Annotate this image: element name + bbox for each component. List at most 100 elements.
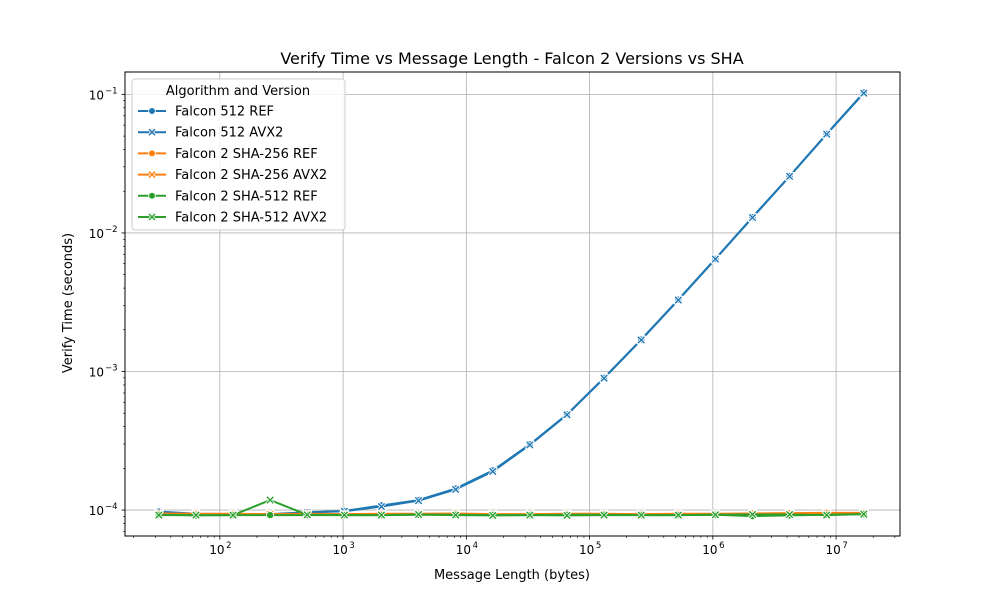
data-point	[599, 373, 609, 383]
x-axis-label: Message Length (bytes)	[434, 568, 590, 583]
data-point-mark	[377, 502, 386, 511]
data-point-mark	[711, 255, 720, 263]
legend-label: Falcon 2 SHA-512 REF	[175, 189, 318, 204]
legend-label: Falcon 2 SHA-256 REF	[175, 147, 318, 162]
legend-box	[131, 78, 346, 231]
data-point	[747, 212, 758, 223]
y-axis-label: Verify Time (seconds)	[61, 233, 76, 373]
data-point-mark	[414, 510, 423, 519]
data-point-mark	[451, 485, 460, 494]
data-point-mark	[489, 511, 497, 520]
data-point	[450, 510, 461, 520]
x-axis-ticks: 10 2 10 3 10 4 10 5 10 6 10 7	[133, 536, 896, 557]
data-point	[599, 510, 609, 520]
x-tick-label-exponent: 7	[842, 541, 847, 551]
data-point-mark	[563, 411, 571, 419]
chart-title: Verify Time vs Message Length - Falcon 2…	[280, 49, 743, 68]
legend-item: Falcon 2 SHA-512 AVX2	[138, 211, 327, 226]
data-point	[821, 129, 832, 139]
data-point	[450, 484, 461, 495]
legend-item: Falcon 512 AVX2	[138, 126, 283, 141]
data-point	[562, 410, 572, 420]
data-point	[148, 107, 156, 115]
data-point-mark	[192, 511, 200, 519]
data-point-mark	[148, 128, 156, 136]
data-point	[562, 510, 572, 521]
y-tick-label: 10	[89, 504, 104, 518]
legend-title: Algorithm and Version	[166, 84, 310, 99]
data-point	[710, 254, 721, 264]
y-tick-label: 10	[89, 227, 104, 241]
data-point	[376, 510, 387, 520]
data-point	[525, 440, 535, 450]
data-point-mark	[785, 510, 794, 519]
data-point-mark	[526, 511, 534, 519]
legend-label: Falcon 512 REF	[175, 105, 274, 120]
legend-item: Falcon 2 SHA-256 REF	[138, 147, 318, 162]
y-tick-label-exponent: −3	[105, 364, 118, 374]
legend-item: Falcon 2 SHA-512 REF	[138, 189, 318, 204]
data-point-mark	[748, 213, 757, 222]
data-point	[859, 509, 869, 519]
data-point	[636, 510, 646, 520]
y-tick-label-exponent: −1	[105, 86, 118, 96]
x-tick-label-exponent: 2	[226, 541, 231, 551]
series-6	[154, 495, 869, 521]
data-point-mark	[637, 336, 645, 344]
data-point	[859, 88, 869, 98]
data-point	[488, 510, 498, 521]
legend-label: Falcon 2 SHA-256 AVX2	[175, 168, 327, 183]
data-point	[784, 509, 795, 520]
data-point-mark	[785, 172, 794, 181]
data-point	[784, 171, 795, 182]
data-point-mark	[266, 496, 274, 504]
data-point-mark	[526, 441, 534, 449]
data-point-mark	[674, 511, 682, 519]
y-tick-label: 10	[89, 88, 104, 102]
data-point-mark	[155, 511, 163, 519]
y-tick-label-exponent: −2	[105, 225, 118, 235]
data-point-mark	[451, 511, 460, 519]
data-point-mark	[600, 374, 608, 382]
data-point-mark	[822, 511, 831, 519]
data-point	[488, 466, 498, 477]
data-point-mark	[489, 467, 497, 476]
data-point-mark	[860, 510, 868, 518]
data-point	[673, 295, 683, 305]
x-tick-label-exponent: 5	[596, 541, 601, 551]
data-point	[265, 495, 275, 505]
data-point	[148, 192, 156, 200]
legend-item: Falcon 512 REF	[138, 105, 274, 120]
data-point	[147, 170, 157, 180]
data-point-mark	[822, 130, 831, 138]
data-point-mark	[148, 213, 156, 221]
x-tick-label: 10	[332, 543, 347, 557]
y-tick-label: 10	[89, 366, 104, 380]
x-tick-label: 10	[702, 543, 717, 557]
x-tick-label: 10	[579, 543, 594, 557]
x-tick-label: 10	[456, 543, 471, 557]
data-point-mark	[674, 296, 682, 304]
x-tick-label-exponent: 6	[719, 541, 724, 551]
y-axis-ticks: 10−410−310−210−1	[89, 86, 125, 532]
data-point	[710, 510, 721, 520]
data-point	[376, 501, 387, 512]
data-point-mark	[229, 511, 237, 519]
data-point	[148, 149, 156, 158]
data-point	[191, 510, 201, 520]
data-point	[266, 511, 275, 520]
data-point	[413, 509, 424, 520]
series-line	[158, 499, 864, 517]
legend: Algorithm and Version Falcon 512 REF Falco…	[131, 78, 346, 231]
data-point-mark	[414, 496, 423, 505]
x-tick-label: 10	[825, 543, 840, 557]
data-point	[147, 212, 157, 222]
data-point-mark	[563, 511, 571, 520]
series-2	[154, 88, 869, 520]
data-point-mark	[148, 171, 156, 179]
data-point-mark	[377, 511, 386, 519]
legend-label: Falcon 512 AVX2	[175, 126, 283, 141]
grid	[125, 72, 900, 536]
data-point	[747, 509, 758, 520]
